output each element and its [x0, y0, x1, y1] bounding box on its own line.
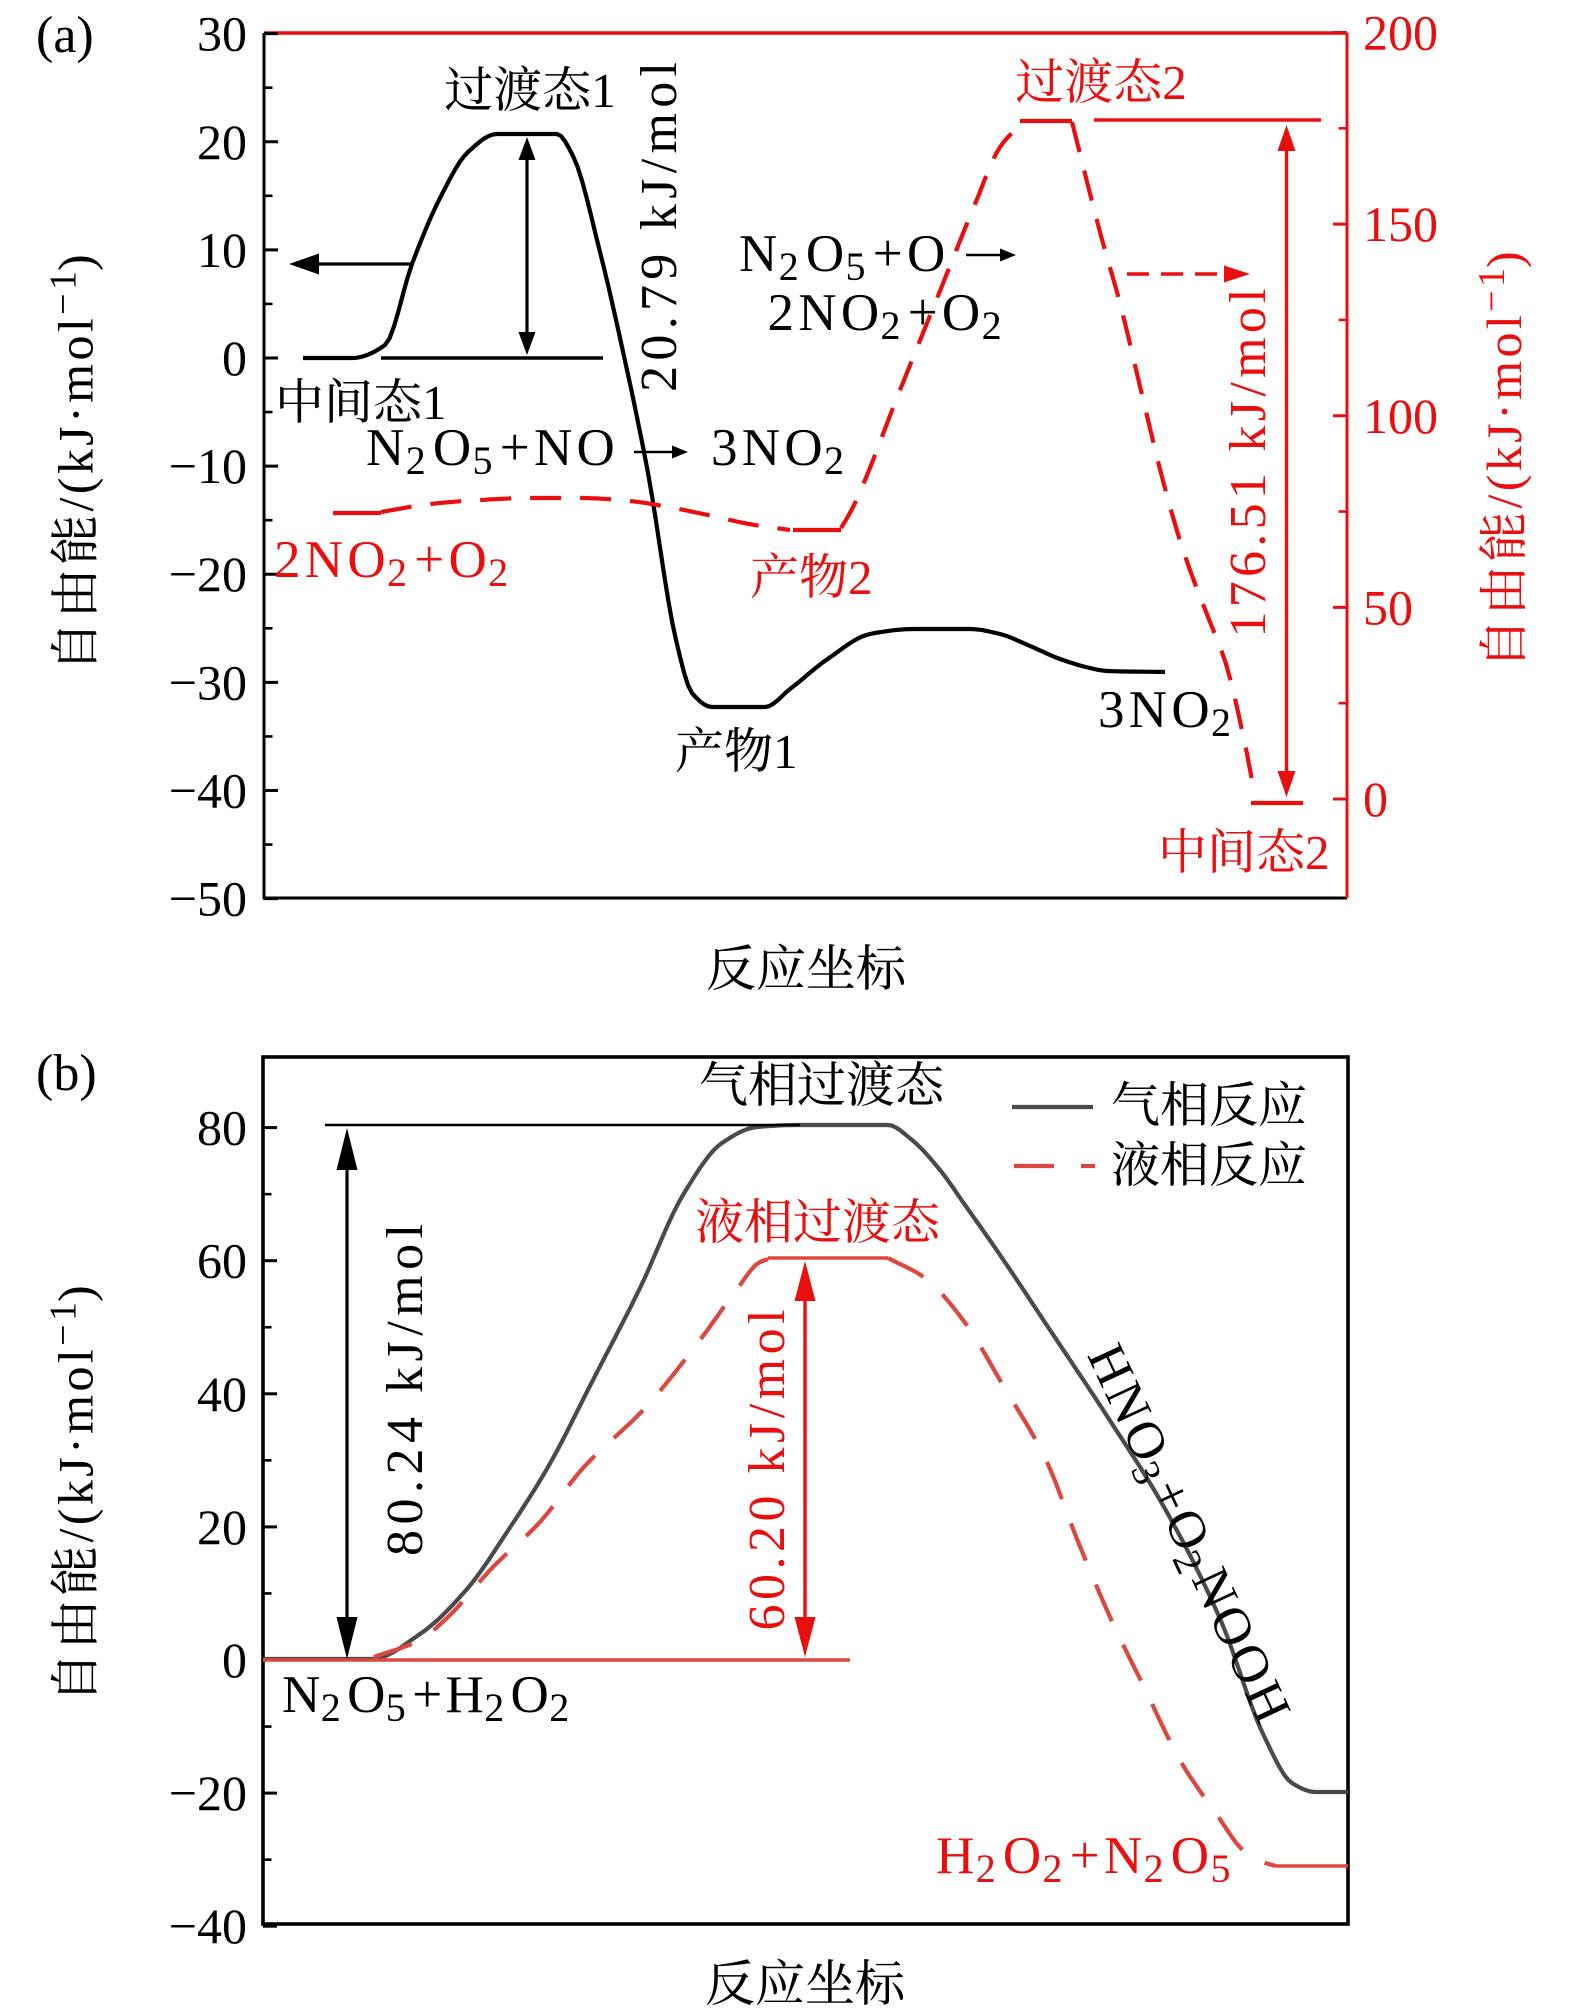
svg-text:O: O	[806, 225, 849, 283]
svg-text:2: 2	[488, 550, 512, 595]
svg-text:30: 30	[197, 6, 247, 62]
svg-text:150: 150	[1363, 196, 1438, 252]
svg-text:2: 2	[1305, 825, 1330, 880]
svg-text:N: N	[366, 419, 409, 477]
svg-text:O: O	[347, 1666, 389, 1724]
svg-text:+O: +O	[908, 284, 985, 342]
svg-text:2: 2	[321, 1685, 344, 1730]
svg-text:): )	[48, 251, 104, 271]
svg-text:5: 5	[1211, 1846, 1235, 1891]
svg-text:2: 2	[881, 303, 905, 348]
svg-text:3NO: 3NO	[711, 419, 827, 477]
svg-text:O: O	[1003, 1827, 1046, 1885]
svg-text:80.24 kJ/mol: 80.24 kJ/mol	[377, 1218, 434, 1556]
svg-text:−1: −1	[43, 1299, 85, 1346]
svg-text:2: 2	[484, 1685, 507, 1730]
svg-text:(a): (a)	[36, 7, 94, 64]
svg-text:20.79 kJ/mol: 20.79 kJ/mol	[631, 57, 688, 392]
svg-text:H: H	[936, 1827, 979, 1885]
svg-text:(b): (b)	[36, 1045, 97, 1102]
svg-text:3NO: 3NO	[1098, 681, 1214, 739]
svg-text:1: 1	[773, 724, 798, 779]
svg-text:+N: +N	[1070, 1827, 1147, 1885]
svg-text:1: 1	[422, 375, 447, 430]
svg-text:+O: +O	[414, 531, 491, 589]
svg-text:/(kJ·mol: /(kJ·mol	[1476, 312, 1532, 509]
svg-text:2: 2	[824, 438, 848, 483]
svg-text:N: N	[739, 225, 782, 283]
svg-text:5: 5	[846, 244, 870, 289]
svg-text:): )	[1476, 248, 1532, 268]
svg-text:5: 5	[386, 1685, 409, 1730]
svg-text:−1: −1	[1471, 265, 1513, 312]
svg-text:2: 2	[1144, 1846, 1168, 1891]
svg-text:10: 10	[197, 222, 247, 278]
svg-text:−40: −40	[169, 1898, 247, 1954]
svg-text:2NO: 2NO	[274, 531, 390, 589]
svg-text:2: 2	[406, 438, 430, 483]
svg-text:−1: −1	[43, 268, 85, 315]
svg-text:2: 2	[982, 303, 1006, 348]
svg-text:O: O	[433, 419, 476, 477]
svg-text:0: 0	[1363, 771, 1388, 827]
svg-text:2: 2	[1211, 700, 1235, 745]
svg-text:2: 2	[387, 550, 411, 595]
svg-text:2: 2	[976, 1846, 1000, 1891]
svg-text:200: 200	[1363, 5, 1438, 61]
svg-text:80: 80	[197, 1100, 247, 1156]
svg-text:60.20 kJ/mol: 60.20 kJ/mol	[739, 1305, 796, 1631]
svg-text:2: 2	[549, 1685, 572, 1730]
svg-text:20: 20	[197, 114, 247, 170]
svg-text:): )	[48, 1282, 104, 1302]
svg-text:2: 2	[1043, 1846, 1067, 1891]
svg-text:−10: −10	[169, 438, 247, 494]
svg-text:O: O	[1171, 1827, 1214, 1885]
svg-text:0: 0	[222, 330, 247, 386]
svg-text:/(kJ·mol: /(kJ·mol	[48, 1346, 104, 1543]
svg-text:2: 2	[1162, 55, 1187, 110]
svg-text:−20: −20	[169, 1765, 247, 1821]
svg-text:−50: −50	[169, 871, 247, 927]
svg-text:/(kJ·mol: /(kJ·mol	[48, 315, 104, 512]
svg-text:40: 40	[197, 1366, 247, 1422]
svg-text:0: 0	[222, 1632, 247, 1688]
svg-text:+NO: +NO	[500, 419, 619, 477]
svg-text:−30: −30	[169, 654, 247, 710]
svg-text:+H: +H	[412, 1666, 487, 1724]
svg-text:20: 20	[197, 1499, 247, 1555]
svg-text:2NO: 2NO	[768, 284, 884, 342]
svg-text:176.51 kJ/mol: 176.51 kJ/mol	[1220, 284, 1277, 637]
svg-text:100: 100	[1363, 388, 1438, 444]
svg-text:60: 60	[197, 1233, 247, 1289]
svg-text:−20: −20	[169, 546, 247, 602]
svg-text:2: 2	[848, 550, 873, 605]
svg-text:2: 2	[779, 244, 803, 289]
svg-text:N: N	[282, 1666, 324, 1724]
svg-text:1: 1	[591, 63, 616, 118]
svg-text:50: 50	[1363, 579, 1413, 635]
svg-text:+O: +O	[873, 225, 950, 283]
svg-text:O: O	[511, 1666, 553, 1724]
svg-text:−40: −40	[169, 763, 247, 819]
svg-text:5: 5	[473, 438, 497, 483]
